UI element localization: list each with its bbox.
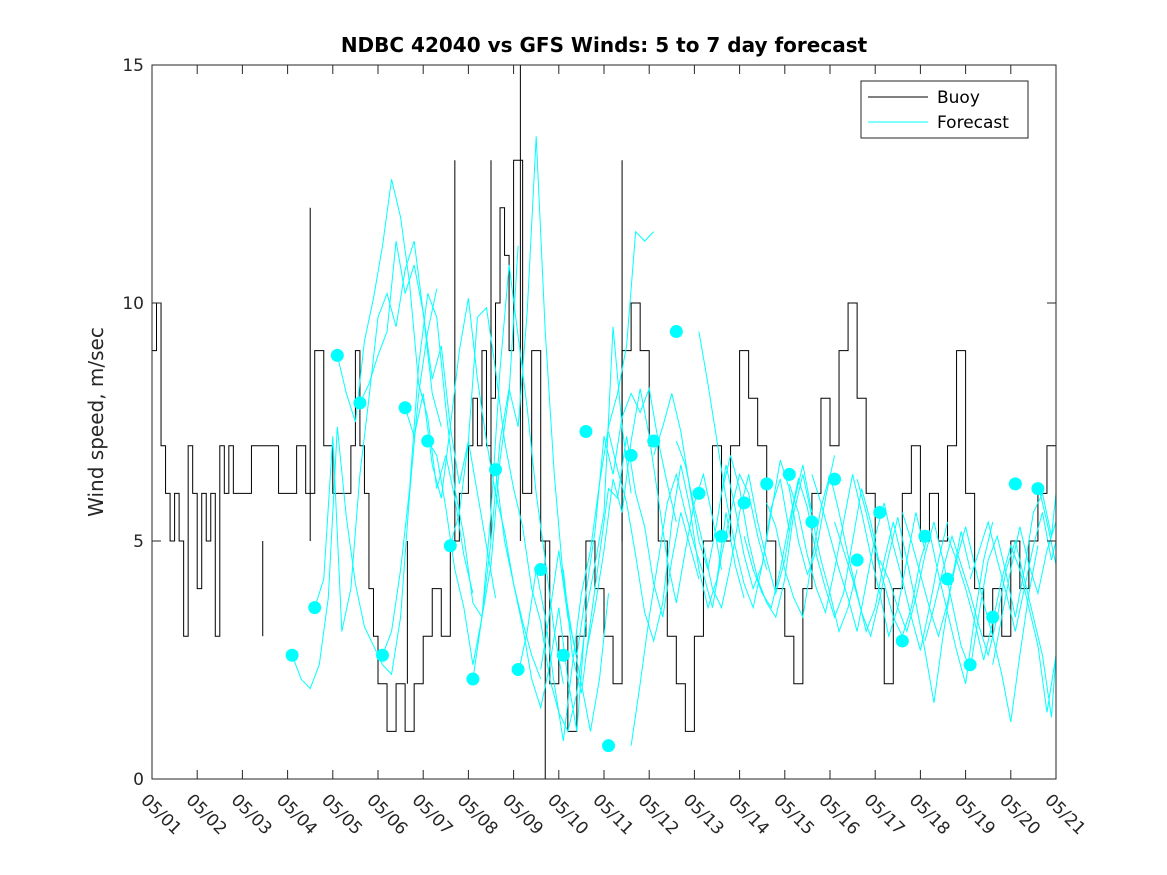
forecast-marker (624, 448, 638, 462)
forecast-marker (963, 658, 977, 672)
forecast-line-29 (924, 534, 1056, 718)
forecast-line-24 (811, 474, 949, 651)
forecast-line-11 (517, 230, 655, 741)
forecast-line-21 (743, 477, 881, 619)
forecast-marker (534, 563, 548, 577)
forecast-line-1 (291, 288, 438, 690)
buoy-series (152, 65, 1056, 779)
y-tick-label: 0 (133, 770, 144, 790)
forecast-marker (421, 434, 435, 448)
y-axis-label: Wind speed, m/sec (84, 327, 108, 517)
forecast-marker (828, 472, 842, 486)
forecast-markers (285, 325, 1045, 753)
forecast-marker (285, 648, 299, 662)
forecast-marker (443, 539, 457, 553)
forecast-marker (895, 634, 909, 648)
legend-box (860, 80, 1029, 139)
forecast-line-30 (947, 536, 1056, 713)
forecast-line-7 (427, 264, 564, 684)
legend-forecast-label: Forecast (937, 113, 1009, 133)
chart-title: NDBC 42040 vs GFS Winds: 5 to 7 day fore… (341, 33, 868, 57)
forecast-marker (1008, 477, 1022, 491)
forecast-marker (850, 553, 864, 567)
forecast-marker (376, 648, 390, 662)
forecast-line-25 (834, 517, 971, 703)
forecast-marker (669, 325, 683, 339)
forecast-line-33 (1014, 491, 1056, 618)
forecast-marker (782, 467, 796, 481)
forecast-line-3 (336, 179, 474, 594)
forecast-marker (330, 348, 344, 362)
forecast-line-22 (766, 474, 903, 634)
forecast-line-12 (540, 386, 677, 670)
forecast-line-32 (992, 521, 1056, 665)
forecast-line-8 (449, 306, 587, 733)
forecast-marker (873, 505, 887, 519)
forecast-line-5 (382, 245, 519, 656)
forecast-marker (986, 610, 1000, 624)
forecast-line-4 (359, 241, 497, 599)
forecast-marker (466, 672, 480, 686)
forecast-marker (805, 515, 819, 529)
y-tick-label: 5 (133, 532, 144, 552)
forecast-series-group (291, 136, 1056, 746)
legend: Buoy Forecast (860, 80, 1029, 139)
forecast-marker (398, 401, 412, 415)
forecast-marker (511, 663, 525, 677)
forecast-line-10 (495, 326, 632, 732)
forecast-marker (760, 477, 774, 491)
forecast-marker (308, 601, 322, 615)
forecast-marker (353, 396, 367, 410)
forecast-line-23 (788, 474, 926, 639)
forecast-marker (489, 463, 503, 477)
forecast-line-15 (608, 431, 745, 643)
plot-area (152, 65, 1056, 779)
forecast-line-9 (472, 136, 610, 732)
y-tick-label: 15 (122, 56, 144, 76)
forecast-marker (579, 425, 593, 439)
forecast-marker (602, 739, 616, 753)
forecast-marker (737, 496, 751, 510)
forecast-line-34 (1037, 483, 1056, 565)
forecast-line-31 (969, 512, 1056, 632)
forecast-line-2 (314, 240, 442, 632)
forecast-line-13 (562, 436, 700, 694)
forecast-marker (715, 529, 729, 543)
forecast-marker (1031, 482, 1045, 496)
forecast-marker (647, 434, 661, 448)
legend-buoy-label: Buoy (937, 88, 980, 108)
forecast-line-26 (856, 478, 994, 684)
forecast-line-18 (675, 440, 813, 610)
forecast-marker (918, 529, 932, 543)
forecast-line-20 (721, 455, 858, 634)
forecast-line-28 (901, 512, 1039, 722)
buoy-line (152, 159, 1056, 732)
forecast-line-16 (630, 472, 768, 746)
y-tick-label: 10 (122, 294, 144, 314)
forecast-marker (692, 486, 706, 500)
forecast-marker (556, 648, 570, 662)
forecast-marker (941, 572, 955, 586)
